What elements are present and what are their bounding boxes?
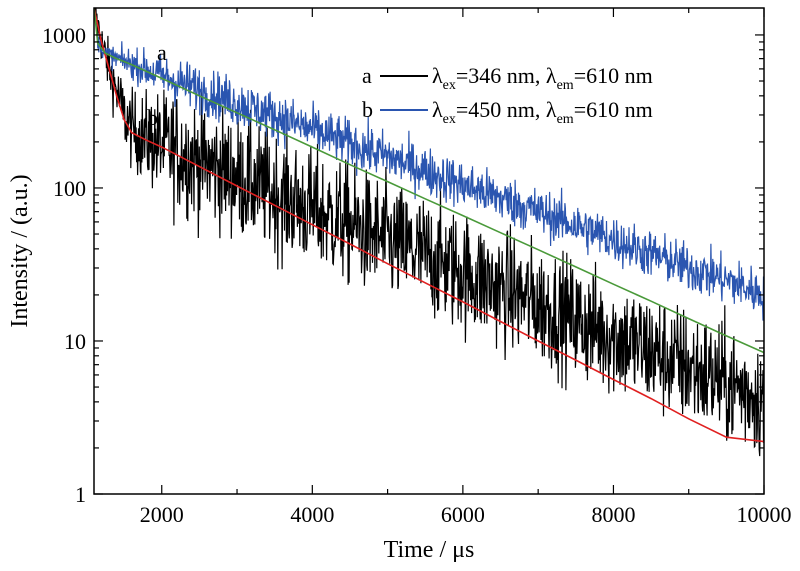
y-tick-label: 1000 — [42, 23, 86, 48]
series-line-1 — [94, 8, 764, 457]
legend-em-val-b: =610 nm — [574, 97, 653, 122]
legend-letter-b: b — [362, 97, 373, 122]
legend-ex-val-b: =450 nm, — [456, 97, 546, 122]
legend-lambda-b: λ — [432, 97, 443, 122]
y-axis-label: Intensity / (a.u.) — [7, 174, 33, 327]
curve-label-b: b — [147, 105, 158, 130]
legend-ex-sub-b: ex — [443, 112, 456, 127]
legend-text-b: λex=450 nm, λem=610 nm — [432, 97, 653, 127]
x-tick-label: 4000 — [290, 502, 334, 527]
legend-em-sub-b: em — [557, 112, 574, 127]
x-tick-label: 10000 — [737, 502, 792, 527]
legend-lambda-a: λ — [432, 63, 443, 88]
legend-ex-sub-a: ex — [443, 78, 456, 93]
y-tick-label: 1 — [75, 482, 86, 507]
plot-frame — [93, 7, 765, 495]
series-line-2 — [94, 8, 764, 354]
legend-letter-a: a — [362, 63, 372, 88]
legend-em-val-a: =610 nm — [574, 63, 653, 88]
legend-entry-a: a λex=346 nm, λem=610 nm — [362, 63, 653, 93]
y-tick-label: 10 — [64, 329, 86, 354]
x-tick-label: 8000 — [591, 502, 635, 527]
legend-em-sub-a: em — [557, 78, 574, 93]
legend-entry-b: b λex=450 nm, λem=610 nm — [362, 97, 653, 127]
series-layer — [94, 8, 764, 457]
series-line-3 — [94, 8, 764, 443]
x-axis-label: Time / μs — [384, 537, 475, 563]
x-tick-label: 2000 — [140, 502, 184, 527]
ticks-layer: 2000 4000 6000 8000 10000 1 10 100 1000 — [42, 8, 792, 527]
legend-text-a: λex=346 nm, λem=610 nm — [432, 63, 653, 93]
legend-ex-val-a: =346 nm, — [456, 63, 546, 88]
legend-lambda2-b: λ — [546, 97, 557, 122]
legend: a λex=346 nm, λem=610 nm b λex=450 nm, λ… — [362, 63, 653, 127]
x-tick-label: 6000 — [441, 502, 485, 527]
curve-label-a: a — [157, 40, 167, 65]
series-line-0 — [94, 8, 764, 321]
y-tick-label: 100 — [53, 176, 86, 201]
legend-lambda2-a: λ — [546, 63, 557, 88]
